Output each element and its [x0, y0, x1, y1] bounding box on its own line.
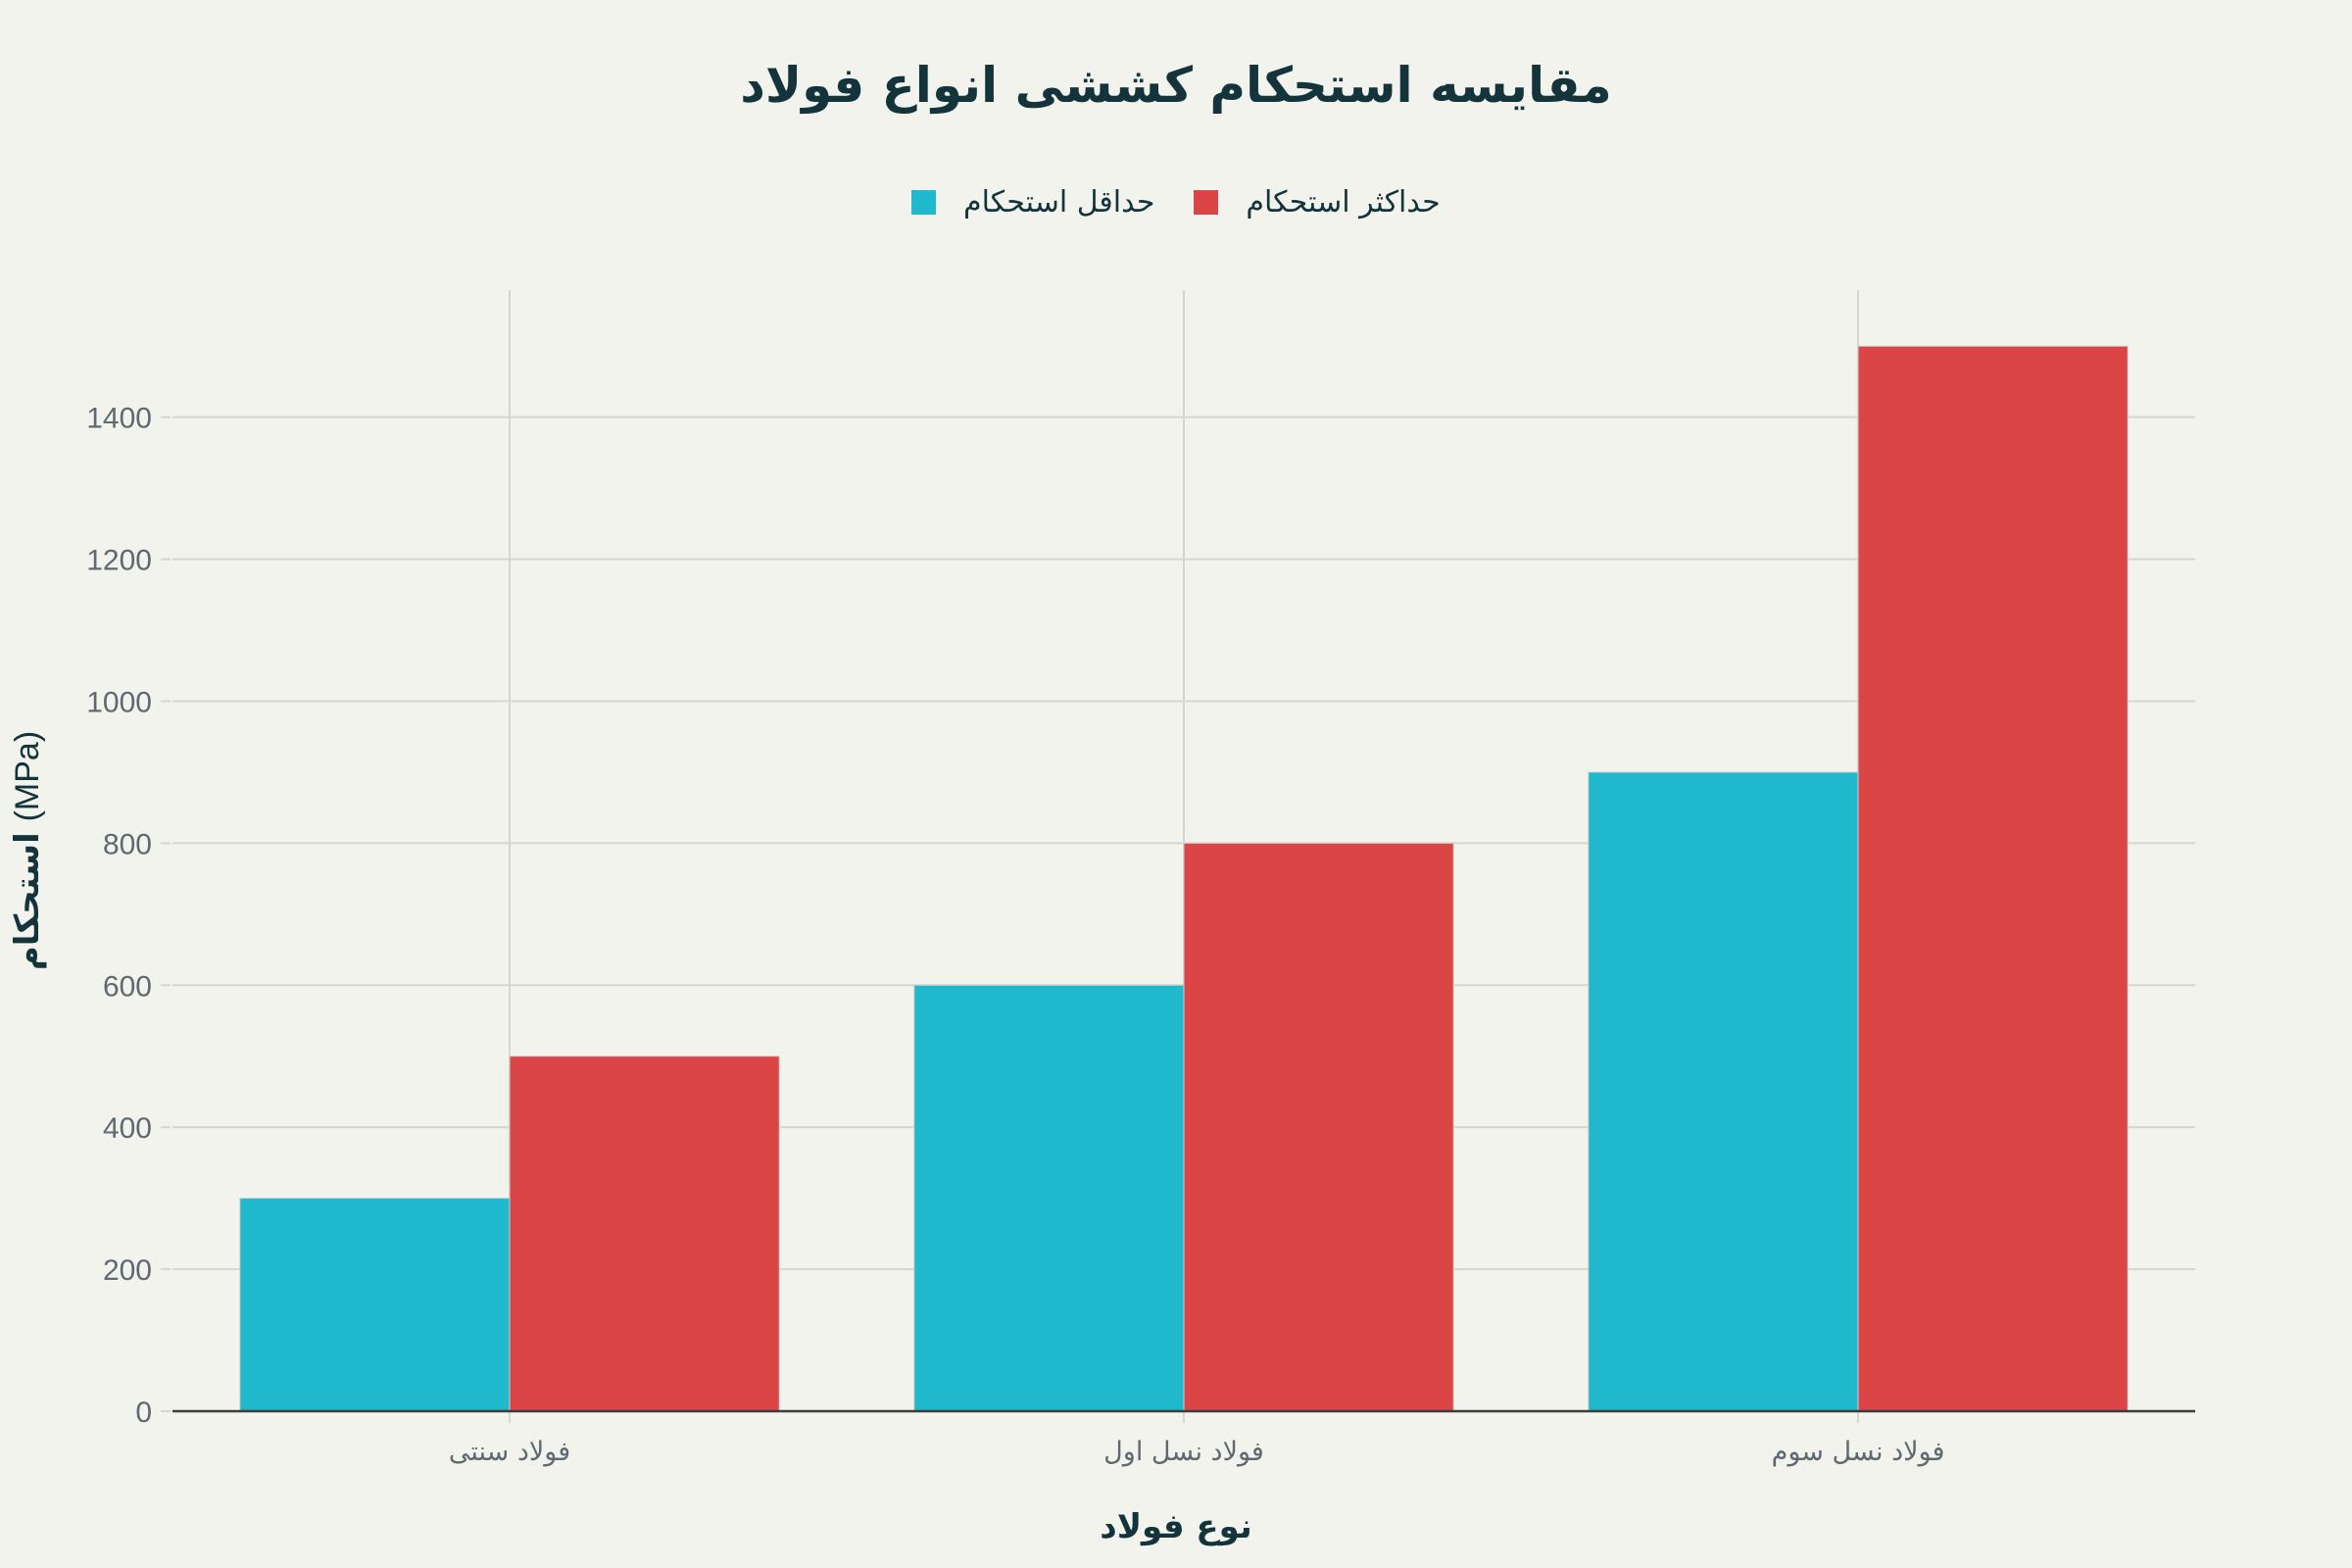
bar[interactable] [913, 984, 1185, 1412]
y-tick-label: 1400 [86, 403, 152, 435]
y-tick-label: 1000 [86, 686, 152, 718]
y-tick-label: 200 [103, 1254, 152, 1287]
bar[interactable] [1588, 771, 1859, 1412]
legend-item-max[interactable]: حداکثر استحکام [1194, 184, 1441, 220]
x-tick-label: فولاد سنتی [449, 1437, 570, 1467]
x-tick-label: فولاد نسل سوم [1772, 1437, 1945, 1467]
x-axis-title: نوع فولاد [1100, 1507, 1252, 1546]
legend-swatch-min [911, 189, 936, 215]
y-tick-label: 0 [135, 1396, 152, 1429]
bar[interactable] [239, 1198, 511, 1412]
y-tick-label: 400 [103, 1112, 152, 1145]
bars [239, 345, 2129, 1412]
bar[interactable] [509, 1055, 780, 1412]
axes: 0 200 400 600 800 1000 1200 1400 فولاد سنتی فولاد… [86, 403, 2195, 1467]
y-tick-label: 600 [103, 970, 152, 1003]
chart-title: مقایسه استحکام کششی انواع فولاد [740, 57, 1612, 114]
legend-label-min: حداقل استحکام [963, 184, 1155, 220]
y-tick-label: 800 [103, 828, 152, 860]
bar[interactable] [1857, 345, 2129, 1412]
legend-swatch-max [1194, 189, 1219, 215]
legend: حداقل استحکام حداکثر استحکام [911, 182, 1480, 221]
y-axis-title-unit: (MPa) [9, 730, 46, 822]
y-tick-label: 1200 [86, 545, 152, 577]
y-axis-title: استحکام (MPa) [8, 731, 47, 970]
legend-label-max: حداکثر استحکام [1246, 184, 1441, 220]
x-tick-label: فولاد نسل اول [1103, 1437, 1264, 1467]
bar[interactable] [1183, 842, 1454, 1412]
y-axis-title-text: استحکام [8, 832, 47, 971]
legend-item-min[interactable]: حداقل استحکام [911, 185, 1154, 220]
